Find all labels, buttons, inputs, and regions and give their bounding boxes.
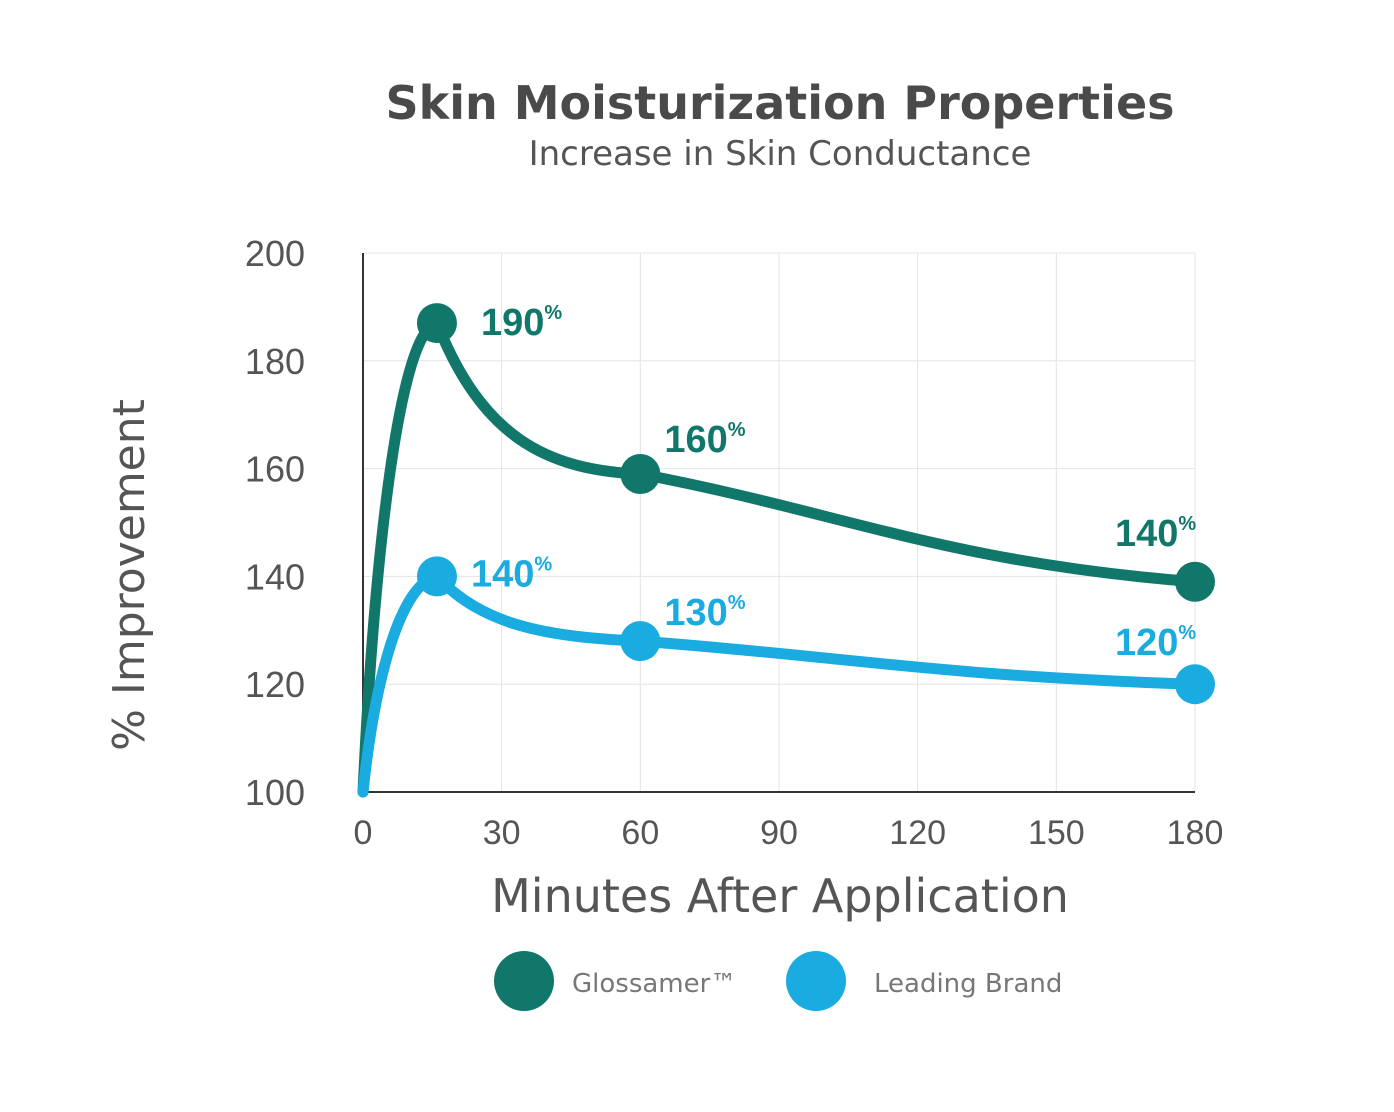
x-tick-labels: 0 30 60 90 120 150 180	[354, 814, 1224, 852]
legend-label: Glossamer™	[572, 969, 736, 999]
x-tick-label: 30	[483, 814, 521, 852]
legend: Glossamer™ Leading Brand	[494, 951, 1062, 1011]
series-line-1	[357, 570, 1201, 798]
data-label: 140%	[1115, 513, 1196, 555]
x-tick-label: 180	[1167, 814, 1224, 852]
y-tick-label: 180	[245, 341, 305, 382]
chart-title: Skin Moisturization Properties	[385, 76, 1175, 130]
data-label: 140%	[471, 553, 552, 595]
x-tick-label: 0	[354, 814, 373, 852]
y-tick-label: 160	[245, 449, 305, 490]
x-axis-label: Minutes After Application	[491, 869, 1069, 923]
data-label: 130%	[664, 592, 745, 634]
y-tick-label: 140	[245, 556, 305, 597]
series-line-0	[357, 316, 1201, 798]
data-point	[416, 556, 457, 597]
data-label: 120%	[1115, 622, 1196, 664]
y-tick-label: 100	[245, 772, 305, 813]
data-point	[416, 303, 457, 344]
grid-lines	[363, 252, 1196, 792]
legend-swatch	[494, 951, 554, 1011]
y-tick-label: 200	[245, 233, 305, 274]
data-point	[620, 453, 661, 494]
data-point	[1175, 561, 1215, 602]
data-point	[1175, 664, 1215, 705]
data-point	[620, 621, 661, 662]
x-tick-label: 90	[760, 814, 798, 852]
x-tick-label: 150	[1028, 814, 1085, 852]
x-tick-label: 120	[889, 814, 946, 852]
y-axis-label: % Improvement	[104, 399, 155, 751]
chart-subtitle: Increase in Skin Conductance	[528, 134, 1032, 174]
x-tick-label: 60	[621, 814, 659, 852]
data-label: 160%	[664, 419, 745, 461]
data-label: 190%	[481, 302, 562, 344]
data-labels: 190% 160% 140% 140% 130% 120%	[471, 302, 1196, 664]
y-tick-label: 120	[245, 664, 305, 705]
y-tick-labels: 200 180 160 140 120 100	[245, 233, 305, 813]
series-group	[357, 303, 1215, 798]
legend-label: Leading Brand	[874, 969, 1062, 999]
legend-swatch	[786, 951, 846, 1011]
